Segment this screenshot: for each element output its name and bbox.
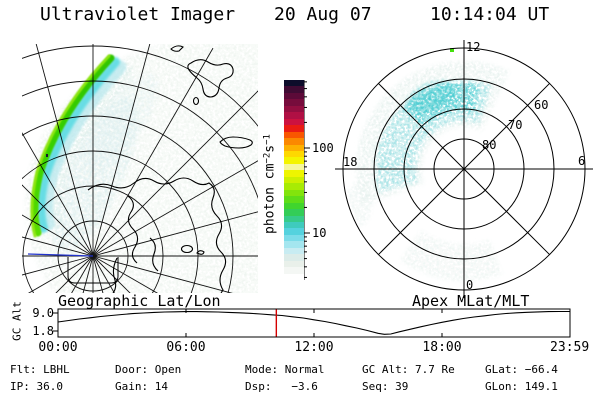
status-field: Seq: 39 <box>362 380 409 393</box>
spacecraft-footprint-dot <box>450 48 454 52</box>
lat-ring-label-80: 80 <box>482 138 497 152</box>
colorbar-step <box>284 215 304 222</box>
colorbar-step <box>284 86 304 93</box>
colorbar-step <box>284 144 304 151</box>
orbit-track-line <box>27 253 94 257</box>
status-field: GLat: −66.4 <box>485 363 558 376</box>
y-axis-label: GC Alt <box>10 301 24 341</box>
mlt-label-0: 0 <box>466 278 474 292</box>
time-label: 10:14:04 UT <box>430 4 550 25</box>
colorbar-step <box>284 254 304 261</box>
x-tick-label: 12:00 <box>294 340 334 355</box>
colorbar-step <box>284 80 304 87</box>
apex-caption: Apex MLat/MLT <box>412 292 530 310</box>
chart-ticks <box>53 309 443 337</box>
status-field: Gain: 14 <box>115 380 168 393</box>
status-field: GC Alt: 7.7 Re <box>362 363 455 376</box>
unit-sup-1: −2 <box>262 152 273 164</box>
colorbar-step <box>284 267 304 274</box>
colorbar-step <box>284 138 304 145</box>
colorbar <box>284 80 304 281</box>
colorbar-step <box>284 125 304 132</box>
colorbar-step <box>284 273 304 281</box>
geo-cyan-speckle-2 <box>85 73 159 167</box>
y-tick-label: 9.0 <box>32 306 54 320</box>
colorbar-step <box>284 131 304 139</box>
colorbar-step <box>284 221 304 229</box>
colorbar-step <box>284 202 304 210</box>
colorbar-step <box>284 112 304 119</box>
status-field: Mode: Normal <box>245 363 325 376</box>
colorbar-step <box>284 247 304 255</box>
status-field: GLon: 149.1 <box>485 380 558 393</box>
geo-graticule <box>22 44 258 293</box>
mlt-label-18: 18 <box>343 155 358 169</box>
colorbar-tick-label: 100 <box>312 141 334 155</box>
colorbar-axis <box>303 80 310 280</box>
geo-map <box>22 44 258 293</box>
colorbar-step <box>284 183 304 190</box>
x-tick-label: 23:59 <box>550 340 590 355</box>
colorbar-step <box>284 196 304 203</box>
colorbar-step <box>284 234 304 242</box>
status-field: Flt: LBHL <box>10 363 70 376</box>
dark-speckle <box>46 154 48 157</box>
apex-emission <box>345 60 510 281</box>
x-tick-label: 00:00 <box>38 340 78 355</box>
colorbar-step <box>284 228 304 235</box>
colorbar-tick-label: 10 <box>312 226 327 240</box>
colorbar-step <box>284 176 304 184</box>
mlt-label-6: 6 <box>578 154 586 168</box>
colorbar-step <box>284 150 304 158</box>
colorbar-step <box>284 163 304 171</box>
colorbar-unit-label: photon cm−2s−1 <box>262 134 278 234</box>
status-field: Door: Open <box>115 363 182 376</box>
lat-ring-label-70: 70 <box>508 118 523 132</box>
apex-plot <box>335 40 593 298</box>
orbit-chart <box>53 308 571 338</box>
colorbar-step <box>284 92 304 100</box>
coastlines <box>87 45 253 293</box>
colorbar-step <box>284 99 304 106</box>
mlt-label-12: 12 <box>466 40 481 54</box>
colorbar-step <box>284 209 304 216</box>
colorbar-step <box>284 105 304 113</box>
colorbar-step <box>284 189 304 197</box>
x-tick-label: 18:00 <box>422 340 462 355</box>
fov-outline <box>67 257 119 284</box>
colorbar-step <box>284 157 304 164</box>
colorbar-step <box>284 260 304 268</box>
unit-text-2: s <box>262 144 278 153</box>
lat-ring-label-60: 60 <box>534 98 549 112</box>
apex-graticule <box>335 40 593 298</box>
gc-alt-curve <box>57 310 570 335</box>
unit-text: photon cm <box>262 163 278 234</box>
colorbar-step <box>284 118 304 126</box>
unit-sup-2: −1 <box>262 134 273 145</box>
y-tick-label: 1.8 <box>32 324 54 338</box>
date-label: 20 Aug 07 <box>274 4 372 25</box>
status-field: IP: 36.0 <box>10 380 63 393</box>
colorbar-step <box>284 170 304 177</box>
x-tick-label: 06:00 <box>166 340 206 355</box>
status-field: Dsp: −3.6 <box>245 380 318 393</box>
geo-caption: Geographic Lat/Lon <box>58 292 221 310</box>
app-title: Ultraviolet Imager <box>40 4 236 25</box>
colorbar-step <box>284 241 304 248</box>
